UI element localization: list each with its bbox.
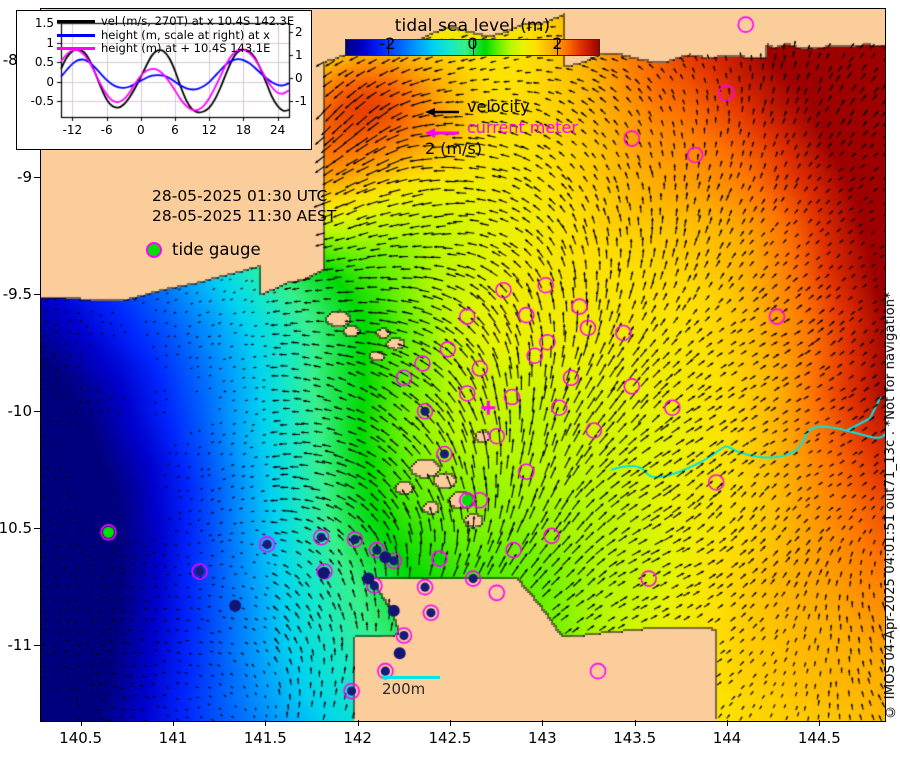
- y-tick-label: -10.5: [0, 518, 32, 537]
- x-tick-label: 142: [343, 729, 372, 747]
- inset-y-right-tick-label: 1: [295, 48, 303, 63]
- scale-bar: 200m: [382, 676, 440, 698]
- x-tick-mark: [542, 720, 544, 726]
- colorbar-title: tidal sea level (m): [394, 16, 551, 36]
- inset-legend-row: height (m, scale at right) at x: [57, 27, 294, 43]
- y-tick-mark: [34, 410, 40, 412]
- x-tick-mark: [819, 720, 821, 726]
- inset-y-left-tick-label: 0.5: [34, 55, 54, 70]
- velocity-legend: velocity current meter 2 (m/s): [425, 96, 578, 158]
- velocity-legend-label: velocity: [467, 97, 530, 116]
- y-tick-mark: [34, 527, 40, 529]
- tide-gauge-legend: tide gauge: [146, 240, 261, 259]
- y-tick-label: -9.5: [2, 284, 32, 303]
- velocity-arrow-icon: [425, 102, 459, 116]
- scale-bar-line: [382, 676, 440, 679]
- x-tick-label: 144: [712, 729, 742, 747]
- x-tick-mark: [449, 720, 451, 726]
- inset-y-right-tick-label: 0: [295, 71, 303, 86]
- x-tick-label: 143: [528, 729, 557, 747]
- inset-y-left-tick-label: 1.5: [34, 16, 54, 30]
- timestamp-utc: 28-05-2025 01:30 UTC: [152, 187, 328, 205]
- colorbar-tick-label: 0: [467, 34, 478, 53]
- x-tick-mark: [634, 720, 636, 726]
- x-tick-label: 141.5: [243, 729, 287, 747]
- x-tick-label: 142.5: [428, 729, 472, 747]
- inset-legend-label: height (m, scale at right) at x: [101, 27, 270, 42]
- inset-legend-swatch: [57, 20, 95, 24]
- velocity-legend-row: velocity: [425, 96, 578, 117]
- inset-y-right-tick-label: 2: [295, 25, 303, 40]
- inset-x-tick-label: 24: [269, 123, 286, 137]
- current-meter-legend-row: current meter: [425, 117, 578, 138]
- scale-bar-label: 200m: [382, 680, 426, 698]
- colorbar-gradient: [345, 39, 600, 56]
- inset-y-right-tick-label: -1: [295, 93, 307, 108]
- inset-y-left-tick-label: -0.5: [30, 94, 54, 109]
- colorbar-tick: [472, 40, 474, 55]
- inset-x-tick-label: 12: [201, 123, 217, 137]
- timestamp-block: 28-05-2025 01:30 UTC 28-05-2025 11:30 AE…: [152, 186, 336, 226]
- inset-legend-label: height (m) at + 10.4S 143.1E: [101, 41, 271, 55]
- x-tick-label: 144.5: [797, 729, 841, 747]
- inset-legend-swatch: [57, 47, 95, 51]
- colorbar-tick-label: -2: [379, 34, 396, 53]
- x-tick-mark: [172, 720, 174, 726]
- x-tick-mark: [357, 720, 359, 726]
- inset-x-tick-label: 0: [136, 123, 145, 137]
- y-tick-label: -11: [7, 636, 33, 655]
- inset-legend-row: height (m) at + 10.4S 143.1E: [57, 41, 294, 56]
- inset-legend-label: vel (m/s, 270T) at x 10.4S 142.3E: [101, 14, 295, 28]
- velocity-scale-label: 2 (m/s): [425, 139, 483, 158]
- current-meter-arrow-icon: [425, 123, 459, 138]
- y-tick-mark: [34, 293, 40, 295]
- y-tick-mark: [34, 176, 40, 178]
- y-tick-label: -10: [7, 401, 33, 420]
- inset-y-left-tick-label: 0: [46, 74, 54, 89]
- tide-gauge-legend-label: tide gauge: [172, 240, 261, 259]
- colorbar-tick-label: 2: [552, 34, 563, 53]
- x-tick-label: 141: [158, 729, 188, 747]
- inset-x-tick-label: -12: [62, 123, 83, 137]
- inset-legend: vel (m/s, 270T) at x 10.4S 142.3E height …: [57, 14, 295, 56]
- colorbar: tidal sea level (m) -2 0 2: [345, 16, 600, 56]
- inset-x-tick-label: 18: [235, 123, 252, 137]
- x-tick-label: 143.5: [613, 729, 657, 747]
- inset-x-tick-label: -6: [100, 123, 113, 137]
- inset-x-tick-label: 6: [171, 123, 179, 137]
- x-tick-mark: [265, 720, 267, 726]
- current-meter-legend-label: current meter: [467, 118, 578, 137]
- colorbar-tick: [388, 40, 390, 55]
- timestamp-local: 28-05-2025 11:30 AEST: [152, 207, 337, 225]
- inset-legend-row: vel (m/s, 270T) at x 10.4S 142.3E: [57, 14, 295, 29]
- inset-legend-swatch: [57, 33, 95, 37]
- y-tick-label: -9: [17, 167, 32, 186]
- x-tick-mark: [727, 720, 729, 726]
- inset-y-left-tick-label: 1: [46, 35, 54, 50]
- colorbar-tick: [556, 40, 558, 55]
- tide-gauge-marker-icon: [146, 241, 162, 258]
- y-tick-mark: [34, 645, 40, 647]
- inset-timeseries-plot: vel (m/s, 270T) at x 10.4S 142.3E height …: [16, 10, 312, 150]
- credit-text: © IMOS 04-Apr-2025 04:01:51 out71_13c . …: [883, 292, 898, 719]
- x-tick-mark: [80, 720, 82, 726]
- x-tick-label: 140.5: [59, 729, 103, 747]
